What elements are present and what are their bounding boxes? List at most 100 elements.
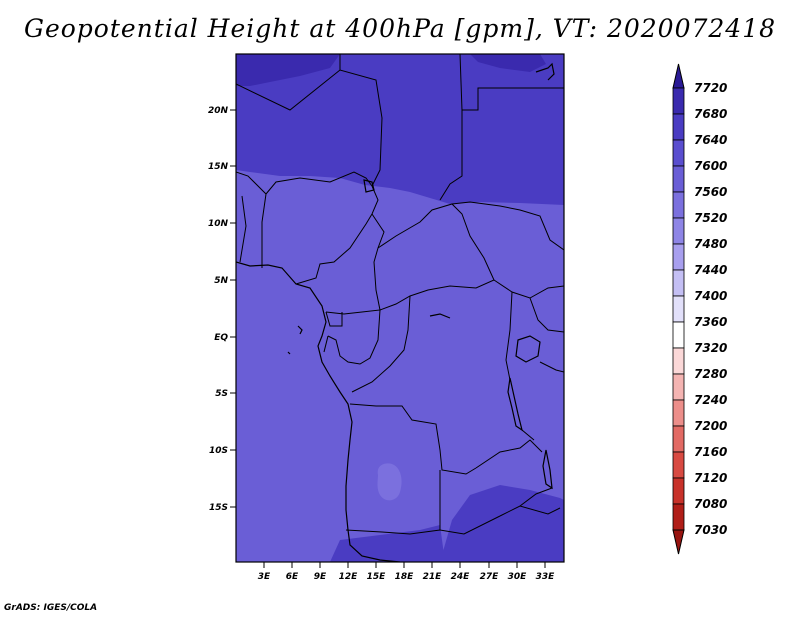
footer-credit: GrADS: IGES/COLA: [4, 603, 98, 613]
colorbar-label: 7160: [694, 445, 727, 459]
lake-tanganyika: [507, 377, 523, 432]
lon-label-21e: 21E: [423, 572, 443, 582]
colorbar-band: [672, 87, 685, 115]
red-sea-coast: [535, 62, 555, 81]
colorbar-band: [672, 477, 685, 505]
colorbar-band: [672, 269, 685, 297]
lon-label-3e: 3E: [258, 572, 271, 582]
map-title: Geopotential Height at 400hPa [gpm], VT:…: [23, 14, 777, 43]
colorbar-label: 7680: [694, 107, 727, 121]
colorbar-label: 7600: [694, 159, 727, 173]
field-7640-north: [236, 54, 564, 205]
atlantic-coastline: [236, 261, 401, 562]
colorbar-band: [672, 503, 685, 531]
lake-victoria: [515, 335, 541, 363]
latitude-axis: 20N 15N 10N 5N EQ 5S 10S 15S: [208, 106, 236, 513]
border-burkina: [236, 171, 267, 195]
border-drc-angola: [349, 403, 477, 475]
colorbar-band: [672, 113, 685, 141]
border-benin-nigeria: [261, 193, 267, 268]
lon-label-6e: 6E: [286, 572, 299, 582]
lon-label-15e: 15E: [367, 572, 387, 582]
field-7520-angola: [377, 463, 402, 501]
lat-label-10n: 10N: [208, 219, 229, 229]
colorbar-label: 7200: [694, 419, 727, 433]
colorbar-label: 7320: [694, 341, 727, 355]
lon-label-24e: 24E: [451, 572, 471, 582]
border-sudan: [451, 201, 564, 251]
colorbar-label: 7120: [694, 471, 727, 485]
border-zambia-north: [475, 439, 543, 469]
border-nigeria: [265, 171, 379, 285]
colorbar-band: [672, 451, 685, 479]
colorbar-label: 7640: [694, 133, 727, 147]
colorbar: 7720 7680 7640 7600 7560 7520 7480 7440 7400 7360…: [672, 63, 727, 555]
border-chad-sudan: [439, 110, 463, 201]
lon-label-33e: 33E: [536, 572, 556, 582]
colorbar-label: 7360: [694, 315, 727, 329]
colorbar-label: 7030: [694, 523, 727, 537]
colorbar-band: [672, 217, 685, 245]
lon-label-9e: 9E: [314, 572, 327, 582]
colorbar-band: [672, 347, 685, 375]
colorbar-label: 7080: [694, 497, 727, 511]
colorbar-label: 7720: [694, 81, 727, 95]
shaded-field: [236, 54, 564, 562]
colorbar-label: 7440: [694, 263, 727, 277]
colorbar-band: [672, 295, 685, 323]
colorbar-band: [672, 191, 685, 219]
border-uganda-kenya: [529, 297, 564, 333]
border-mozambique: [519, 487, 553, 507]
border-libya-egypt-sudan: [459, 54, 564, 111]
border-congo: [327, 309, 381, 365]
lat-label-20n: 20N: [208, 106, 229, 116]
border-car: [377, 203, 495, 311]
colorbar-label: 7240: [694, 393, 727, 407]
border-togo: [239, 195, 247, 263]
colorbar-band: [672, 373, 685, 401]
lon-label-18e: 18E: [395, 572, 415, 582]
colorbar-band: [672, 425, 685, 453]
colorbar-label: 7400: [694, 289, 727, 303]
lon-label-30e: 30E: [508, 572, 528, 582]
border-cameroon: [325, 213, 385, 315]
lat-label-15s: 15S: [209, 503, 228, 513]
colorbar-band: [672, 165, 685, 193]
border-tanzania: [539, 361, 564, 373]
border-gabon: [323, 335, 329, 353]
colorbar-label: 7480: [694, 237, 727, 251]
congo-river-trace: [429, 313, 451, 319]
lon-label-27e: 27E: [480, 572, 500, 582]
lat-label-10s: 10S: [209, 446, 228, 456]
border-drc-west: [351, 295, 411, 393]
lake-malawi: [542, 449, 553, 490]
border-zimbabwe: [499, 505, 561, 517]
colorbar-band: [672, 321, 685, 349]
lat-label-eq: EQ: [214, 333, 228, 343]
colorbar-band: [672, 243, 685, 271]
bioko-island: [297, 325, 303, 335]
border-niger: [236, 69, 383, 187]
map-frame: [235, 53, 565, 563]
border-tanzania-zambia: [521, 429, 535, 441]
colorbar-bottom-arrow: [672, 529, 685, 555]
border-angola-namibia: [345, 515, 501, 535]
colorbar-label: 7520: [694, 211, 727, 225]
sao-tome-island: [287, 351, 291, 355]
colorbar-band: [672, 399, 685, 427]
field-7640-southeast: [440, 485, 564, 562]
colorbar-label: 7560: [694, 185, 727, 199]
colorbar-label: 7280: [694, 367, 727, 381]
field-7680-northwest: [236, 54, 340, 86]
border-eq-guinea: [325, 311, 343, 327]
colorbar-top-arrow: [672, 63, 685, 89]
field-7680-northeast: [470, 54, 546, 72]
colorbar-band: [672, 139, 685, 167]
lat-label-15n: 15N: [208, 162, 229, 172]
longitude-axis: 3E 6E 9E 12E 15E 18E 21E 24E 27E 30E 33E: [258, 562, 555, 582]
lat-label-5n: 5N: [214, 276, 228, 286]
border-drc-east: [505, 291, 513, 381]
lat-label-5s: 5S: [215, 389, 228, 399]
lon-label-12e: 12E: [339, 572, 359, 582]
